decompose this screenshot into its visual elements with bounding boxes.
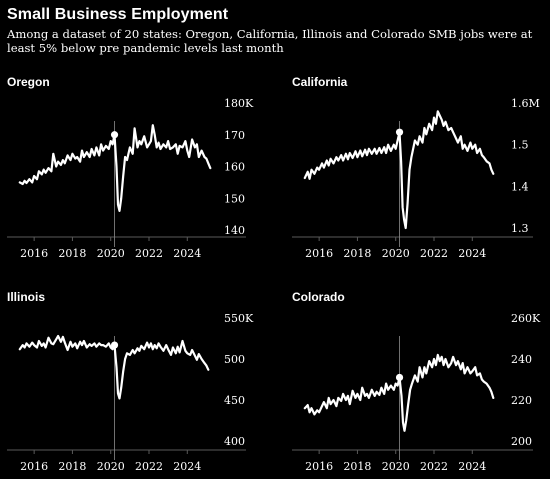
y-tick-label: 140 [224, 224, 245, 237]
x-tick-label: 2024 [458, 247, 486, 260]
x-tick-label: 2018 [343, 460, 371, 473]
pre-pandemic-marker [110, 131, 119, 139]
panel-title-illinois: Illinois [7, 290, 45, 304]
panel-title-oregon: Oregon [7, 75, 50, 89]
x-tick-label: 2016 [305, 247, 333, 260]
y-tick-label: 220 [511, 394, 532, 407]
y-tick-label: 170 [224, 129, 245, 142]
y-tick-label: 1.4 [511, 180, 529, 193]
x-tick-label: 2020 [97, 460, 125, 473]
x-tick-label: 2022 [135, 247, 163, 260]
y-tick-label: 550K [224, 312, 254, 325]
x-tick-label: 2024 [173, 460, 201, 473]
y-tick-label: 260K [511, 312, 541, 325]
chart-title: Small Business Employment [7, 6, 229, 23]
series-line-illinois [18, 334, 210, 400]
x-tick-label: 2016 [20, 247, 48, 260]
y-tick-label: 160 [224, 161, 245, 174]
x-tick-label: 2018 [58, 460, 86, 473]
x-tick-label: 2022 [420, 247, 448, 260]
series-line-colorado [303, 353, 495, 432]
panel-california: California 2016 2018 2020 2022 2024 1.3 1.4 1.5 1… [292, 75, 540, 260]
series-line-oregon [18, 124, 212, 212]
y-tick-label: 400 [224, 435, 245, 448]
x-tick-label: 2020 [382, 460, 410, 473]
x-tick-label: 2020 [97, 247, 125, 260]
x-tick-label: 2022 [135, 460, 163, 473]
x-tick-label: 2020 [382, 247, 410, 260]
chart-subtitle: Among a dataset of 20 states: Oregon, Ca… [7, 27, 533, 55]
pre-pandemic-marker [395, 373, 404, 382]
y-tick-label: 1.3 [511, 222, 529, 235]
panel-colorado: Colorado 2016 2018 2020 2022 2024 200 220 240 260… [292, 290, 541, 473]
series-line-california [303, 110, 495, 230]
panel-title-colorado: Colorado [292, 290, 345, 304]
y-tick-label: 200 [511, 435, 532, 448]
y-tick-label: 500 [224, 353, 245, 366]
x-tick-label: 2016 [20, 460, 48, 473]
y-tick-label: 150 [224, 192, 245, 205]
y-tick-label: 450 [224, 394, 245, 407]
x-tick-label: 2018 [343, 247, 371, 260]
y-tick-label: 1.6M [511, 97, 540, 110]
x-tick-label: 2018 [58, 247, 86, 260]
panel-title-california: California [292, 75, 348, 89]
x-tick-label: 2024 [458, 460, 486, 473]
x-tick-label: 2022 [420, 460, 448, 473]
panel-oregon: Oregon 2016 2018 2020 2022 2024 140 150 160 170 18… [7, 75, 254, 260]
x-tick-label: 2024 [173, 247, 201, 260]
x-tick-label: 2016 [305, 460, 333, 473]
y-tick-label: 180K [224, 97, 254, 110]
pre-pandemic-marker [110, 341, 119, 349]
pre-pandemic-marker [395, 128, 404, 136]
panel-illinois: Illinois 2016 2018 2020 2022 2024 400 450 500 550… [7, 290, 254, 473]
y-tick-label: 240 [511, 353, 532, 366]
y-tick-label: 1.5 [511, 139, 529, 152]
